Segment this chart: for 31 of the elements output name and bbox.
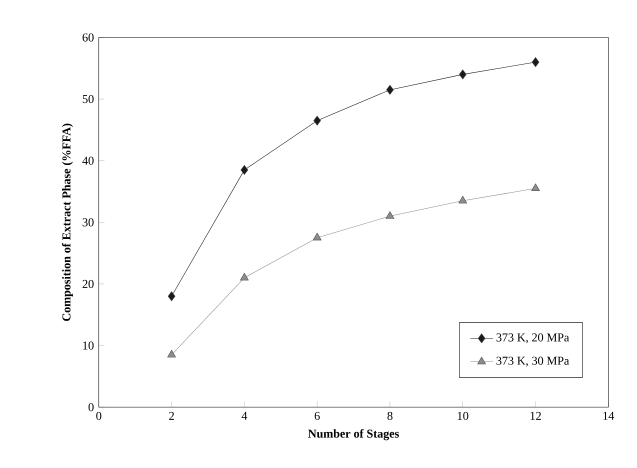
y-axis-title: Composition of Extract Phase (%FFA) [62,124,73,321]
point [458,196,468,204]
point [386,84,394,95]
x-axis-title: Number of Stages [308,429,399,440]
x-tick-label: 2 [169,412,174,420]
point [312,232,322,240]
y-tick-label: 20 [82,280,94,288]
y-tick-label: 60 [82,33,94,42]
point [532,57,540,68]
point [313,116,321,126]
legend-label: 373 K, 20 MPa [496,333,570,344]
point [240,272,249,280]
x-tick-label: 8 [387,412,393,420]
y-tick-label: 40 [82,156,94,165]
y-tick-label: 50 [82,95,94,104]
y-tick-label: 10 [83,342,94,350]
point [386,211,394,219]
x-tick-label: 12 [530,412,541,420]
point [240,165,248,175]
point [458,70,467,80]
point [531,184,540,192]
x-tick-label: 0 [96,412,102,420]
x-tick-label: 14 [603,412,614,420]
legend-label: 373 K, 30 MPa [496,356,570,367]
x-tick-label: 6 [314,412,320,420]
x-tick-label: 10 [458,412,468,420]
point [168,291,176,302]
y-tick-label: 0 [88,403,94,412]
point [167,350,176,358]
x-tick-label: 4 [242,412,248,420]
y-tick-label: 30 [82,218,94,226]
